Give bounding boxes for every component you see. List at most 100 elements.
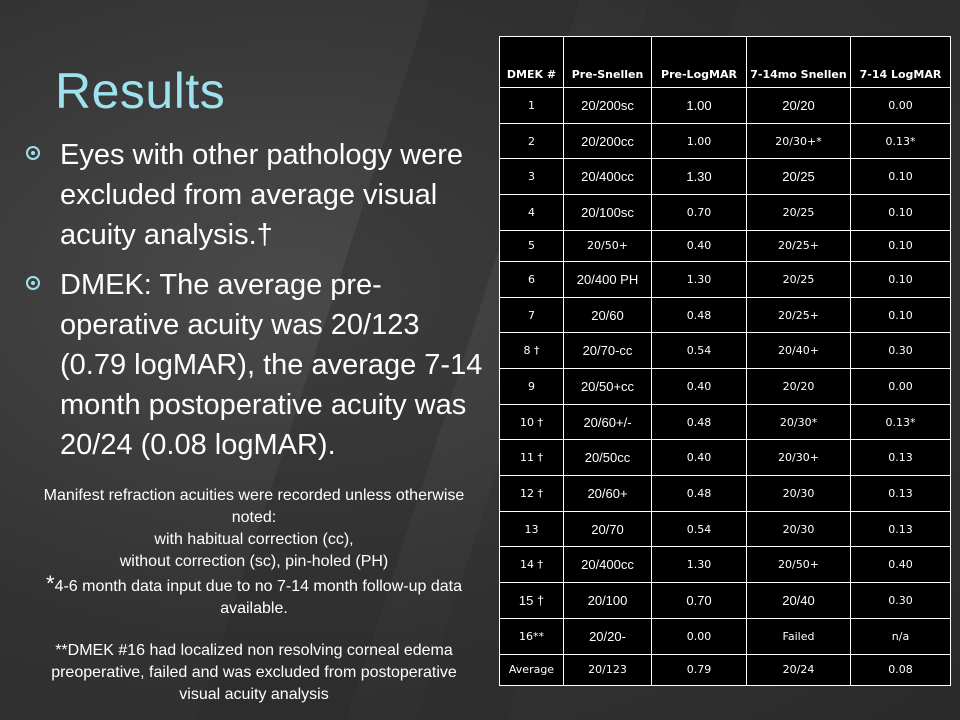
- cell-dmek-number: 16**: [499, 617, 564, 655]
- cell-dmek-number: 7: [499, 296, 564, 334]
- cell-post-logmar: 0.10: [850, 194, 951, 231]
- table-row: 1 20/200sc 1.00 20/20 0.00: [499, 87, 951, 124]
- cell-pre-logmar: 1.30: [651, 260, 747, 298]
- cell-post-logmar: 0.13*: [850, 403, 951, 441]
- footnote-gap: [30, 620, 478, 640]
- header-dmek-number: DMEK #: [499, 36, 564, 88]
- table-header-row: DMEK # Pre-Snellen Pre-LogMAR 7-14mo Snelle…: [499, 36, 951, 88]
- footnote-line: Manifest refraction acuities were record…: [43, 487, 465, 526]
- cell-pre-logmar: 1.00: [651, 87, 747, 124]
- cell-dmek-number: 13: [499, 510, 564, 548]
- cell-post-snellen: 20/25: [746, 260, 851, 298]
- header-post-logmar: 7-14 LogMAR: [850, 36, 951, 88]
- table-row: 11 † 20/50cc 0.40 20/30+ 0.13: [499, 439, 951, 477]
- cell-post-snellen: 20/25: [746, 194, 851, 231]
- cell-post-snellen: 20/20: [746, 87, 851, 124]
- cell-pre-snellen: 20/20-: [563, 617, 652, 655]
- cell-dmek-number: 4: [499, 194, 564, 231]
- cell-pre-snellen: 20/123: [563, 653, 652, 687]
- cell-pre-logmar: 0.54: [651, 510, 747, 548]
- cell-pre-logmar: 0.70: [651, 194, 747, 231]
- cell-pre-logmar: 0.40: [651, 229, 747, 262]
- cell-dmek-number: 14 †: [499, 546, 564, 584]
- cell-pre-snellen: 20/50+cc: [563, 368, 652, 405]
- cell-pre-snellen: 20/100sc: [563, 194, 652, 231]
- cell-post-snellen: 20/30: [746, 510, 851, 548]
- cell-pre-logmar: 0.48: [651, 296, 747, 334]
- cell-post-logmar: 0.10: [850, 260, 951, 298]
- header-post-snellen: 7-14mo Snellen: [746, 36, 851, 88]
- table-row: 8 † 20/70-cc 0.54 20/40+ 0.30: [499, 332, 951, 370]
- cell-dmek-number: Average: [499, 653, 564, 687]
- cell-pre-logmar: 0.48: [651, 403, 747, 441]
- cell-pre-logmar: 0.70: [651, 582, 747, 619]
- acuity-table: DMEK # Pre-Snellen Pre-LogMAR 7-14mo Snelle…: [499, 36, 951, 687]
- table-row-average: Average 20/123 0.79 20/24 0.08: [499, 653, 951, 687]
- cell-pre-snellen: 20/100: [563, 582, 652, 619]
- cell-dmek-number: 1: [499, 87, 564, 124]
- cell-dmek-number: 9: [499, 368, 564, 405]
- cell-dmek-number: 3: [499, 158, 564, 196]
- cell-post-snellen: 20/25+: [746, 296, 851, 334]
- table-row: 6 20/400 PH 1.30 20/25 0.10: [499, 260, 951, 298]
- cell-post-logmar: 0.00: [850, 368, 951, 405]
- table-row: 5 20/50+ 0.40 20/25+ 0.10: [499, 229, 951, 262]
- table-row: 10 † 20/60+/- 0.48 20/30* 0.13*: [499, 403, 951, 441]
- cell-dmek-number: 5: [499, 229, 564, 262]
- cell-post-logmar: 0.13: [850, 510, 951, 548]
- cell-pre-snellen: 20/60+/-: [563, 403, 652, 441]
- table-row: 9 20/50+cc 0.40 20/20 0.00: [499, 368, 951, 405]
- table-body: 1 20/200sc 1.00 20/20 0.00 2 20/200cc 1.00 20/30…: [499, 87, 951, 687]
- cell-post-snellen: 20/30: [746, 475, 851, 512]
- cell-post-snellen: 20/24: [746, 653, 851, 687]
- cell-pre-snellen: 20/400cc: [563, 546, 652, 584]
- table-row: 16** 20/20- 0.00 Failed n/a: [499, 617, 951, 655]
- table-row: 12 † 20/60+ 0.48 20/30 0.13: [499, 475, 951, 512]
- footnotes: Manifest refraction acuities were record…: [30, 485, 478, 706]
- cell-post-logmar: 0.10: [850, 296, 951, 334]
- table-row: 14 † 20/400cc 1.30 20/50+ 0.40: [499, 546, 951, 584]
- table-row: 15 † 20/100 0.70 20/40 0.30: [499, 582, 951, 619]
- cell-pre-logmar: 0.40: [651, 439, 747, 477]
- cell-post-snellen: 20/40: [746, 582, 851, 619]
- cell-pre-snellen: 20/60+: [563, 475, 652, 512]
- cell-pre-logmar: 1.30: [651, 546, 747, 584]
- footnote-line: with habitual correction (cc),: [154, 531, 354, 548]
- cell-dmek-number: 2: [499, 122, 564, 160]
- cell-post-snellen: 20/30+*: [746, 122, 851, 160]
- cell-dmek-number: 11 †: [499, 439, 564, 477]
- footnote-line: without correction (sc), pin-holed (PH): [119, 553, 389, 570]
- cell-post-logmar: 0.30: [850, 582, 951, 619]
- cell-post-snellen: 20/30*: [746, 403, 851, 441]
- footnote-line: *4-6 month data input due to no 7-14 mon…: [30, 573, 478, 620]
- header-pre-logmar: Pre-LogMAR: [651, 36, 747, 88]
- bullet-list: Eyes with other pathology were excluded …: [22, 135, 490, 475]
- slide-title: Results: [55, 63, 226, 119]
- bullet-item: Eyes with other pathology were excluded …: [22, 135, 490, 255]
- cell-pre-logmar: 0.79: [651, 653, 747, 687]
- cell-post-snellen: Failed: [746, 617, 851, 655]
- cell-pre-snellen: 20/200cc: [563, 122, 652, 160]
- cell-dmek-number: 10 †: [499, 403, 564, 441]
- header-pre-snellen: Pre-Snellen: [563, 36, 652, 88]
- bullet-item: DMEK: The average pre-operative acuity w…: [22, 265, 490, 465]
- cell-post-logmar: 0.10: [850, 229, 951, 262]
- cell-post-logmar: n/a: [850, 617, 951, 655]
- cell-post-logmar: 0.08: [850, 653, 951, 687]
- cell-post-snellen: 20/20: [746, 368, 851, 405]
- cell-post-snellen: 20/25: [746, 158, 851, 196]
- cell-pre-snellen: 20/60: [563, 296, 652, 334]
- bullet-text: DMEK: The average pre-operative acuity w…: [60, 269, 483, 461]
- table-row: 3 20/400cc 1.30 20/25 0.10: [499, 158, 951, 196]
- cell-pre-logmar: 0.00: [651, 617, 747, 655]
- cell-post-logmar: 0.10: [850, 158, 951, 196]
- cell-pre-snellen: 20/50cc: [563, 439, 652, 477]
- cell-post-logmar: 0.13: [850, 439, 951, 477]
- cell-pre-logmar: 0.48: [651, 475, 747, 512]
- cell-post-snellen: 20/40+: [746, 332, 851, 370]
- footnote-line: **DMEK #16 had localized non resolving c…: [51, 642, 457, 703]
- cell-pre-snellen: 20/50+: [563, 229, 652, 262]
- bullet-text: Eyes with other pathology were excluded …: [60, 139, 463, 251]
- cell-pre-snellen: 20/70-cc: [563, 332, 652, 370]
- table-row: 4 20/100sc 0.70 20/25 0.10: [499, 194, 951, 231]
